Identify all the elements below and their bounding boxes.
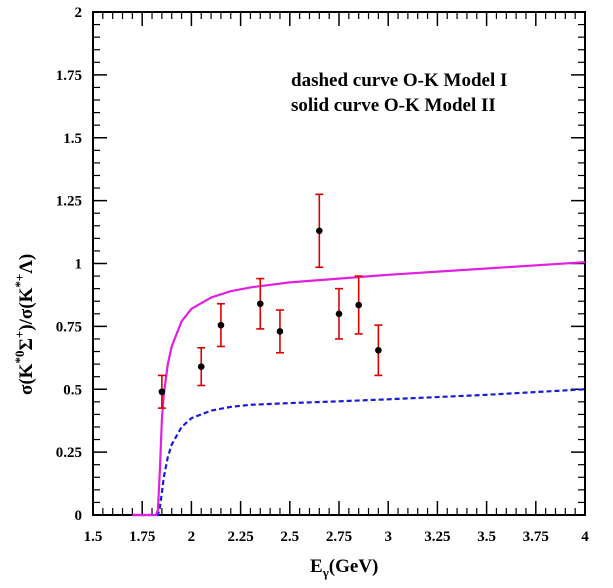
x-axis-title-base: E [310, 556, 323, 577]
curve-model-1-dashed [132, 388, 586, 517]
y-tick-label: 1 [75, 257, 83, 273]
annotation-model-1: dashed curve O-K Model I [291, 70, 507, 91]
y-tick-label: 1.25 [56, 194, 82, 210]
x-tick-label: 3.25 [424, 529, 450, 545]
x-tick-label: 3.5 [477, 529, 496, 545]
data-point [355, 301, 362, 309]
x-axis-title-rest: (GeV) [329, 556, 379, 577]
x-axis-title-sub: γ [322, 565, 329, 580]
data-point [316, 227, 323, 235]
x-tick-label: 2 [188, 529, 196, 545]
x-tick-label: 1.75 [129, 529, 155, 545]
data-point [335, 310, 343, 318]
data-point [256, 300, 264, 308]
data-point [276, 328, 284, 335]
y-tick-label: 0.25 [56, 445, 82, 461]
data-point [158, 388, 166, 396]
x-tick-label: 2.25 [227, 529, 253, 545]
y-tick-label: 0.75 [56, 319, 82, 335]
curve-model-2-solid [132, 261, 586, 517]
x-axis-title: Eγ(GeV) [310, 556, 378, 580]
y-tick-label: 1.5 [63, 131, 82, 147]
data-point [197, 363, 205, 370]
ticks-group [92, 11, 586, 516]
y-tick-label: 2 [75, 5, 83, 21]
y-tick-label: 1.75 [56, 68, 82, 84]
y-tick-label: 0.5 [63, 382, 82, 398]
x-tick-label: 1.5 [84, 529, 103, 545]
data-points-group [157, 193, 383, 409]
y-axis-title: σ(K*0Σ+)/σ(K*+Λ) [12, 254, 37, 395]
annotation-model-2: solid curve O-K Model II [291, 95, 496, 116]
x-tick-label: 3.75 [523, 529, 549, 545]
data-point [217, 321, 225, 329]
x-tick-label: 2.75 [326, 529, 352, 545]
tick-labels-group: 1.5 1.75 2 2.25 2.5 2.75 3 3.25 3.5 3.75 4 0 0.25 0.5… [56, 5, 590, 545]
x-tick-label: 3 [384, 529, 392, 545]
data-point [375, 346, 382, 354]
y-title-sup-1: *0 [12, 351, 27, 364]
x-tick-label: 2.5 [280, 529, 299, 545]
curves-group [132, 261, 586, 517]
y-title-sup-3: *+ [12, 274, 27, 288]
y-tick-label: 0 [75, 508, 83, 524]
x-tick-label: 4 [581, 529, 589, 545]
y-title-sup-2: + [12, 331, 27, 338]
